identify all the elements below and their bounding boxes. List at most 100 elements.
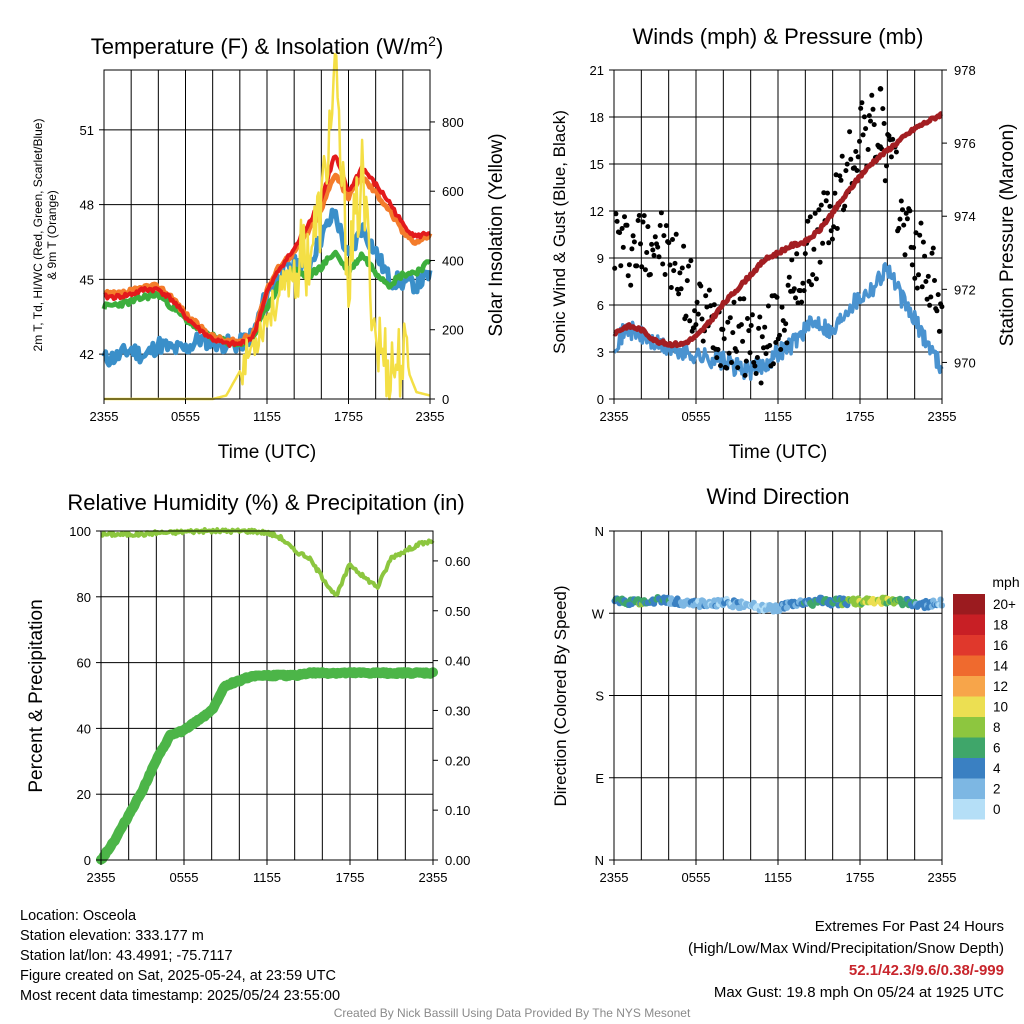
- gust-point: [784, 340, 790, 346]
- wind-direction-xtick-label: 2355: [600, 870, 629, 885]
- gust-point: [677, 270, 683, 276]
- gust-point: [900, 207, 905, 213]
- speed-legend-label: 12: [993, 679, 1008, 694]
- gust-point: [853, 149, 859, 154]
- speed-legend-label: 10: [993, 700, 1008, 715]
- gust-point: [936, 328, 942, 334]
- gust-point: [649, 241, 655, 247]
- winds-ytick-label: 9: [597, 251, 604, 266]
- gust-point: [629, 246, 635, 252]
- wind-direction-ytick-label: N: [595, 524, 604, 539]
- gust-point: [667, 262, 673, 268]
- gust-point: [635, 218, 641, 223]
- wind-direction-xtick-label: 1155: [764, 870, 792, 885]
- gust-point: [786, 274, 792, 280]
- gust-point: [813, 276, 819, 282]
- gust-point: [869, 92, 875, 98]
- insolation-y2tick-label: 0: [442, 392, 449, 407]
- gust-point: [725, 319, 731, 325]
- gust-point: [740, 338, 746, 344]
- wind-direction-ytick-label: N: [595, 853, 604, 868]
- gust-point: [640, 219, 646, 225]
- gust-point: [706, 287, 712, 293]
- winds-ytick-label: 3: [597, 345, 604, 360]
- station-latlon: Station lat/lon: 43.4991; -75.7117: [20, 948, 233, 964]
- gust-point: [673, 231, 679, 237]
- gust-point: [741, 296, 747, 302]
- winds-xtick-label: 2355: [600, 409, 629, 424]
- winds-ytick-label: 15: [590, 157, 604, 172]
- speed-legend-swatch: [953, 737, 985, 758]
- gust-point: [854, 168, 860, 173]
- speed-legend-label: 18: [993, 618, 1008, 633]
- gust-point: [829, 236, 835, 242]
- gust-point: [781, 327, 787, 333]
- gust-point: [820, 240, 826, 246]
- gust-point: [809, 282, 814, 288]
- gust-point: [693, 322, 699, 328]
- precipitation-y2tick-label: 0.10: [445, 803, 470, 818]
- gust-point: [825, 190, 830, 196]
- temperature-panel-title: Temperature (F) & Insolation (W/m2): [91, 33, 444, 59]
- wind-direction-xtick-label: 2355: [928, 870, 957, 885]
- gust-point: [817, 259, 823, 265]
- gust-point: [770, 361, 776, 367]
- gust-point: [839, 153, 845, 159]
- gust-point: [692, 308, 698, 314]
- winds-plot-frame: [613, 69, 943, 400]
- temperature-ytick-label: 42: [80, 347, 94, 362]
- gust-point: [662, 272, 668, 277]
- humidity-xtick-label: 1755: [336, 870, 365, 885]
- wind-direction-ytick-label: S: [595, 689, 604, 704]
- gust-point: [918, 220, 924, 226]
- gust-point: [666, 240, 672, 246]
- gust-point: [897, 216, 903, 222]
- gust-point: [647, 272, 653, 277]
- precipitation-y2tick-label: 0.50: [445, 604, 470, 619]
- speed-legend-label: 0: [993, 802, 1001, 817]
- winds-x-axis-label: Time (UTC): [729, 442, 828, 463]
- humidity-panel-title: Relative Humidity (%) & Precipitation (i…: [67, 490, 464, 515]
- gust-point: [729, 360, 734, 365]
- station-info: Location: Osceola Station elevation: 333…: [20, 906, 340, 1006]
- temperature-ytick-label: 51: [80, 123, 94, 138]
- gust-point: [863, 126, 869, 132]
- gust-point: [652, 234, 658, 240]
- temperature-ytick-label: 48: [80, 198, 94, 213]
- gust-point: [844, 161, 850, 167]
- gust-point: [919, 284, 925, 290]
- gust-point: [763, 351, 769, 357]
- gust-point: [843, 168, 849, 174]
- gust-point: [865, 147, 871, 152]
- gust-point: [773, 340, 779, 345]
- gust-point: [658, 210, 664, 216]
- humidity-panel: Relative Humidity (%) & Precipitation (i…: [26, 490, 470, 885]
- relative-humidity-line: [100, 527, 435, 597]
- gust-point: [922, 253, 928, 259]
- gust-point: [823, 198, 829, 204]
- gust-point: [718, 363, 723, 369]
- winds-ytick-label: 6: [597, 298, 604, 313]
- gust-point: [917, 232, 923, 238]
- humidity-xtick-label: 2355: [419, 870, 448, 885]
- gust-point: [663, 223, 669, 229]
- gust-point: [672, 260, 678, 266]
- gust-point: [721, 336, 727, 342]
- gust-point: [842, 203, 848, 209]
- humidity-y-axis-label: Percent & Precipitation: [26, 599, 47, 792]
- station-elevation: Station elevation: 333.177 m: [20, 928, 204, 944]
- gust-point: [812, 210, 818, 216]
- gust-point: [720, 327, 726, 332]
- gust-point: [858, 105, 864, 111]
- gust-point: [857, 138, 862, 144]
- gust-point: [622, 214, 627, 220]
- gust-point: [916, 272, 921, 278]
- gust-point: [711, 302, 717, 308]
- speed-legend-label: 20+: [993, 597, 1016, 612]
- gust-point: [893, 149, 899, 155]
- gust-point: [826, 240, 832, 246]
- insolation-y2tick-label: 400: [442, 253, 464, 268]
- gust-point: [743, 358, 749, 364]
- gust-point: [676, 291, 682, 297]
- gust-point: [774, 294, 780, 300]
